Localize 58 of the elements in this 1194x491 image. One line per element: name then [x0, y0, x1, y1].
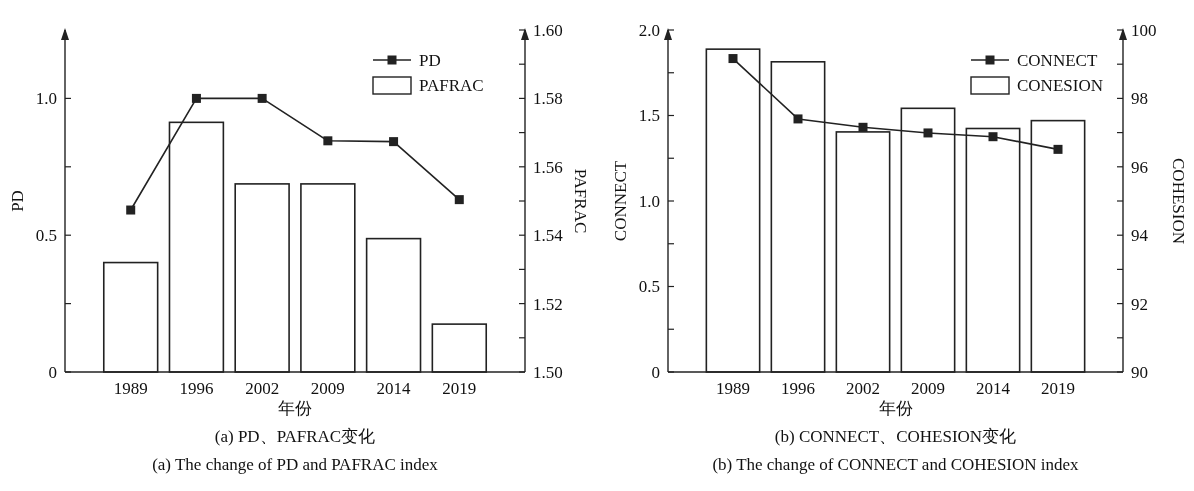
- text: (a) The change of PD and PAFRAC index: [152, 455, 439, 474]
- text: (a) PD、PAFRAC变化: [214, 427, 376, 446]
- y2-tick-label: 1.58: [533, 89, 563, 109]
- y2-tick-label: 94: [1131, 226, 1149, 246]
- y2-tick-label: 96: [1131, 157, 1148, 177]
- y2-tick-label: 90: [1131, 362, 1148, 382]
- x-tick-label: 2019: [1041, 379, 1075, 398]
- point: [191, 93, 201, 103]
- y2-tick-label: 1.54: [533, 226, 564, 246]
- y2-tick-label: 98: [1131, 89, 1148, 109]
- point: [257, 93, 267, 103]
- y-tick-label: 0: [48, 362, 57, 382]
- y-tick-label: 1.0: [638, 191, 660, 211]
- y-tick-label: 0: [651, 362, 660, 382]
- y2-tick-label: 1.52: [533, 294, 563, 314]
- point: [323, 136, 333, 146]
- point: [858, 122, 868, 132]
- y2-tick-label: 100: [1131, 20, 1157, 40]
- y2-tick-label: 1.50: [533, 362, 563, 382]
- y-tick-label: 1.0: [35, 89, 57, 109]
- point: [728, 54, 738, 64]
- x-tick-label: 2014: [376, 379, 412, 398]
- y-tick-label: 2.0: [638, 20, 660, 40]
- x-tick-label: 1989: [113, 379, 148, 398]
- y2-axis-title: COHESION: [1169, 158, 1188, 244]
- x-tick-label: 2009: [911, 379, 945, 398]
- x-tick-label: 1989: [716, 379, 750, 398]
- x-tick-label: 2009: [310, 379, 345, 398]
- y2-axis-title: PAFRAC: [571, 168, 590, 234]
- x-tick-label: 1996: [781, 379, 815, 398]
- text: (b) CONNECT、COHESION变化: [774, 427, 1017, 446]
- y-tick-label: 0.5: [638, 277, 660, 297]
- y2-tick-label: 1.60: [533, 20, 563, 40]
- x-tick-label: 2014: [976, 379, 1011, 398]
- point: [988, 132, 998, 142]
- point: [793, 114, 803, 124]
- point: [454, 195, 464, 205]
- point: [923, 128, 933, 138]
- text: (b) The change of CONNECT and COHESION index: [712, 455, 1080, 474]
- y-axis-title: PD: [8, 190, 27, 212]
- x-tick-label: 2002: [245, 379, 280, 398]
- x-tick-label: 1996: [179, 379, 214, 398]
- point: [389, 137, 399, 147]
- y-tick-label: 0.5: [35, 226, 57, 246]
- legend-label: PD: [419, 50, 441, 70]
- legend-label: PAFRAC: [419, 75, 484, 95]
- x-tick-label: 2002: [846, 379, 880, 398]
- x-axis-title: 年份: [278, 399, 312, 418]
- legend-label: CONNECT: [1017, 50, 1098, 70]
- y-tick-label: 1.5: [638, 106, 660, 126]
- x-tick-label: 2019: [442, 379, 477, 398]
- point: [1053, 144, 1063, 154]
- y2-tick-label: 1.56: [533, 157, 563, 177]
- y-axis-title: CONNECT: [611, 160, 630, 242]
- x-axis-title: 年份: [878, 399, 913, 418]
- legend-label: CONESION: [1017, 75, 1103, 95]
- y2-tick-label: 92: [1131, 294, 1148, 314]
- point: [126, 205, 136, 215]
